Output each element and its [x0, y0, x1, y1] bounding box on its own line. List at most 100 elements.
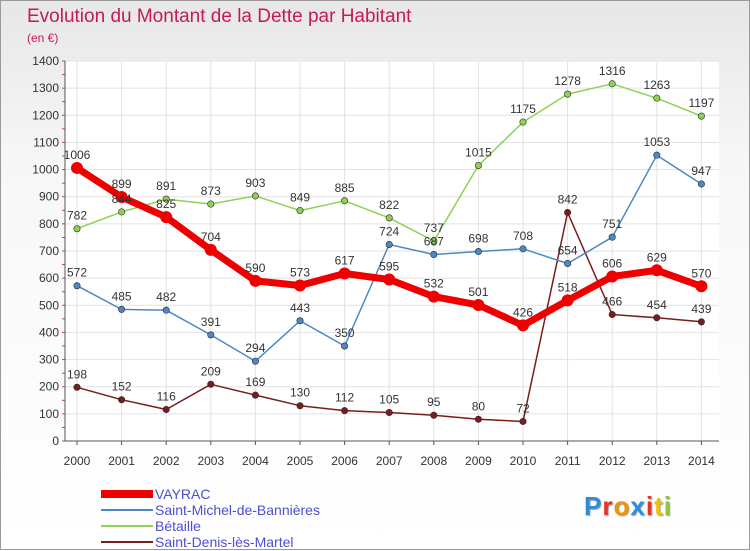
data-point-betaille [564, 90, 572, 98]
data-label-saint-denis: 105 [379, 393, 399, 407]
y-tick-label-200: 200 [39, 380, 59, 394]
data-label-saint-denis: 454 [647, 298, 667, 312]
y-tick-label-1100: 1100 [33, 135, 59, 149]
y-tick-label-800: 800 [39, 217, 59, 231]
data-label-betaille: 822 [379, 198, 399, 212]
x-tick-label-2003: 2003 [197, 454, 224, 468]
x-tick-label-2013: 2013 [643, 454, 670, 468]
data-label-saint-michel: 482 [156, 290, 176, 304]
logo-letter: r [602, 491, 614, 521]
data-point-saint-michel [73, 282, 81, 290]
x-tick-label-2005: 2005 [287, 454, 314, 468]
data-point-saint-michel [697, 180, 705, 188]
data-point-betaille [608, 80, 616, 88]
data-point-saint-michel [385, 240, 393, 248]
data-label-vayrac: 629 [647, 250, 667, 264]
logo-letter: o [613, 491, 631, 521]
y-tick-label-1200: 1200 [32, 108, 59, 122]
data-label-vayrac: 573 [290, 265, 310, 279]
x-tick-label-2002: 2002 [153, 454, 180, 468]
data-point-betaille [296, 207, 304, 215]
y-tick-label-600: 600 [39, 271, 59, 285]
data-label-saint-denis: 169 [245, 375, 265, 389]
data-label-saint-denis: 130 [290, 386, 310, 400]
data-point-vayrac [71, 161, 83, 174]
data-point-saint-michel [162, 306, 170, 314]
y-tick-label-900: 900 [39, 190, 59, 204]
data-label-vayrac: 590 [245, 261, 265, 275]
data-label-betaille: 782 [67, 209, 87, 223]
data-point-saint-denis [519, 417, 527, 425]
data-point-saint-michel [296, 317, 304, 325]
data-point-saint-michel [564, 259, 572, 267]
data-label-saint-denis: 95 [427, 395, 441, 409]
data-point-vayrac [517, 319, 529, 332]
data-label-vayrac: 899 [112, 177, 132, 191]
data-label-betaille: 849 [290, 191, 310, 205]
logo-letter: P [584, 491, 603, 521]
x-tick-label-2006: 2006 [331, 454, 358, 468]
data-point-saint-michel [653, 151, 661, 159]
data-point-vayrac [383, 273, 396, 286]
legend-swatch-saint-denis [101, 541, 153, 543]
data-point-saint-denis [118, 396, 126, 404]
data-point-vayrac [115, 190, 128, 203]
data-label-saint-denis: 842 [558, 192, 578, 206]
data-point-vayrac [294, 279, 306, 292]
data-label-saint-michel: 751 [602, 217, 622, 231]
data-label-vayrac: 532 [424, 277, 444, 291]
x-tick-label-2008: 2008 [420, 454, 447, 468]
data-point-betaille [341, 197, 349, 205]
data-label-saint-denis: 439 [691, 302, 711, 316]
data-point-saint-denis [73, 383, 81, 391]
y-tick-label-400: 400 [39, 325, 59, 339]
x-tick-label-2000: 2000 [64, 454, 91, 468]
data-label-saint-denis: 72 [516, 401, 530, 415]
proxiti-logo: Proxiti [584, 491, 672, 522]
x-tick-label-2010: 2010 [510, 454, 537, 468]
data-point-saint-denis [608, 311, 616, 319]
data-label-betaille: 737 [424, 221, 444, 235]
data-point-betaille [73, 225, 81, 233]
data-label-saint-denis: 152 [112, 380, 132, 394]
y-tick-label-100: 100 [39, 407, 59, 421]
data-label-saint-michel: 724 [379, 224, 399, 238]
data-point-betaille [474, 162, 482, 170]
data-label-vayrac: 570 [691, 266, 711, 280]
data-label-betaille: 873 [201, 184, 221, 198]
data-label-vayrac: 518 [558, 280, 578, 294]
y-tick-label-300: 300 [39, 353, 59, 367]
data-point-saint-michel [118, 305, 126, 313]
data-label-betaille: 1278 [554, 74, 581, 88]
data-label-saint-denis: 116 [157, 390, 176, 404]
data-label-betaille: 891 [156, 179, 176, 193]
legend-swatch-saint-michel [101, 509, 153, 511]
data-point-saint-michel [251, 357, 259, 365]
data-point-saint-michel [519, 245, 527, 253]
data-label-saint-michel: 485 [112, 289, 132, 303]
data-point-vayrac [249, 274, 262, 287]
data-label-betaille: 1015 [465, 146, 492, 160]
legend-label-saint-denis: Saint-Denis-lès-Martel [155, 534, 294, 550]
y-tick-label-0: 0 [52, 434, 59, 448]
data-point-saint-denis [207, 380, 215, 388]
chart-subtitle: (en €) [27, 31, 59, 45]
data-label-saint-michel: 1053 [643, 135, 670, 149]
legend-swatch-betaille [101, 525, 153, 527]
data-point-saint-denis [296, 402, 304, 410]
x-tick-label-2014: 2014 [688, 454, 715, 468]
data-label-saint-michel: 294 [245, 341, 265, 355]
data-label-saint-denis: 209 [201, 364, 221, 378]
data-point-betaille [118, 208, 126, 216]
data-point-saint-michel [608, 233, 616, 241]
data-point-saint-michel [207, 331, 215, 339]
data-point-betaille [697, 112, 705, 120]
data-label-saint-michel: 391 [201, 315, 221, 329]
data-point-vayrac [650, 264, 663, 277]
data-point-saint-denis [251, 391, 259, 399]
data-point-betaille [653, 94, 661, 102]
data-point-betaille [162, 195, 170, 203]
data-label-betaille: 1263 [643, 78, 670, 92]
